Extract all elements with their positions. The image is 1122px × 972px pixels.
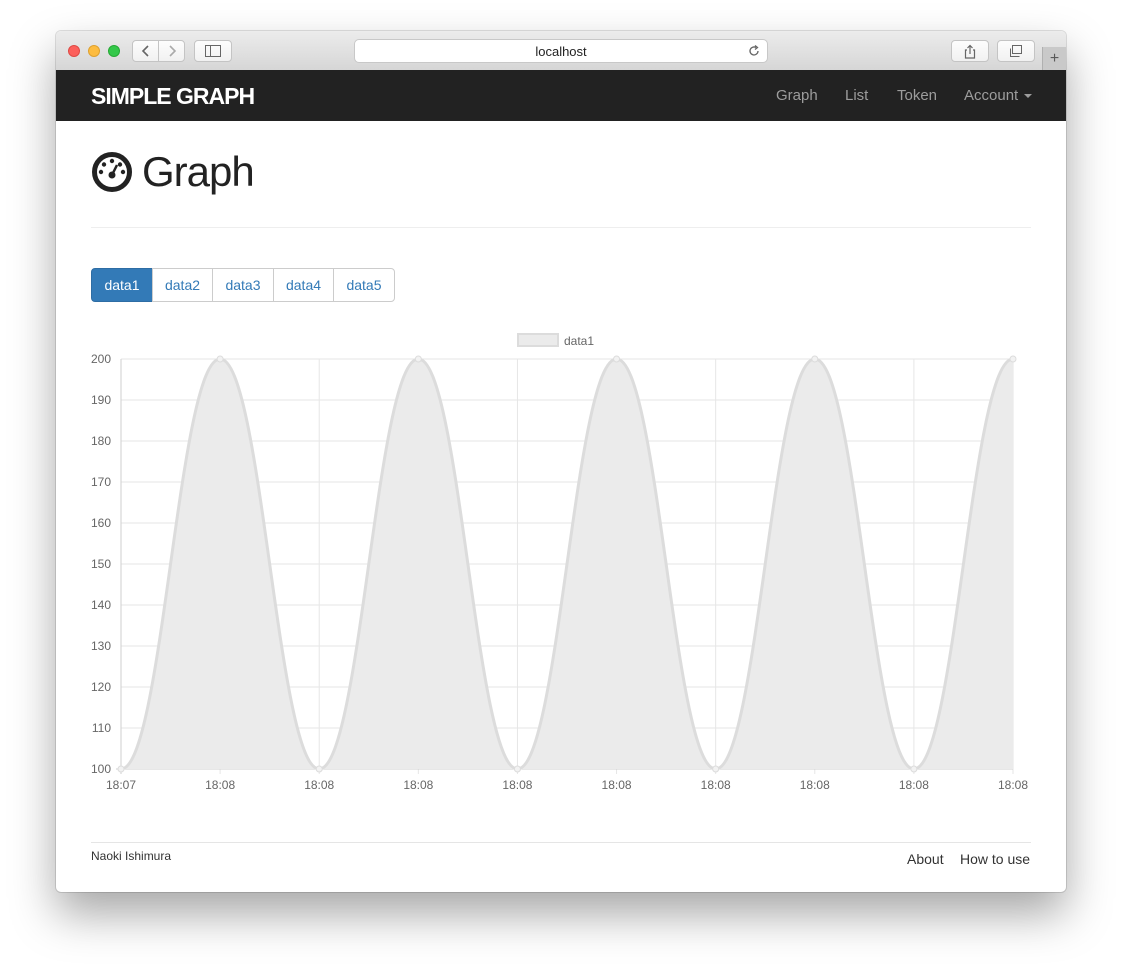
x-tick-label: 18:08 xyxy=(800,778,830,792)
legend-swatch xyxy=(517,333,559,347)
show-tabs-button[interactable] xyxy=(997,40,1035,62)
y-tick-label: 110 xyxy=(92,721,111,735)
plus-icon: + xyxy=(1049,49,1060,67)
legend-label: data1 xyxy=(564,334,594,348)
data-point xyxy=(513,765,521,773)
back-button[interactable] xyxy=(132,40,159,62)
footer-author: Naoki Ishimura xyxy=(91,849,172,863)
sidebar-toggle-button[interactable] xyxy=(194,40,232,62)
y-tick-label: 160 xyxy=(91,516,111,530)
y-tick-label: 190 xyxy=(91,393,111,407)
x-tick-label: 18:08 xyxy=(701,778,731,792)
close-window-button[interactable] xyxy=(68,45,80,57)
data-point xyxy=(613,355,621,363)
zoom-window-button[interactable] xyxy=(108,45,120,57)
y-tick-label: 170 xyxy=(91,475,111,489)
line-chart: 100 110 120 130 140 150 160 170 180 190 200 18:07 18… xyxy=(91,333,1028,792)
footer-divider xyxy=(91,842,1031,843)
data-point xyxy=(414,355,422,363)
x-tick-label: 18:08 xyxy=(502,778,532,792)
address-bar[interactable]: localhost xyxy=(354,39,768,63)
tab-data1[interactable]: data1 xyxy=(91,268,153,302)
tab-data3[interactable]: data3 xyxy=(212,268,274,302)
tabs-icon xyxy=(1010,44,1022,57)
tab-data5[interactable]: data5 xyxy=(333,268,395,302)
y-tick-label: 140 xyxy=(91,598,111,612)
url-text: localhost xyxy=(535,43,587,59)
caret-down-icon xyxy=(1024,94,1033,99)
new-tab-button[interactable]: + xyxy=(1042,47,1066,70)
minimize-window-button[interactable] xyxy=(88,45,100,57)
nav-item-account[interactable]: Account xyxy=(964,87,1033,104)
dashboard-gauge-icon xyxy=(92,152,132,192)
browser-window: localhost + SIMPLE GRAPH Graph List Toke… xyxy=(56,31,1066,892)
y-tick-label: 200 xyxy=(91,352,111,366)
y-tick-label: 150 xyxy=(91,557,111,571)
x-tick-label: 18:08 xyxy=(205,778,235,792)
x-tick-label: 18:08 xyxy=(403,778,433,792)
footer-link-about[interactable]: About xyxy=(907,851,944,867)
x-tick-label: 18:08 xyxy=(304,778,334,792)
x-tick-label: 18:08 xyxy=(998,778,1028,792)
nav-item-graph[interactable]: Graph xyxy=(776,87,818,104)
x-tick-label: 18:08 xyxy=(602,778,632,792)
tab-data2[interactable]: data2 xyxy=(152,268,213,302)
header-divider xyxy=(91,227,1031,228)
sidebar-icon xyxy=(205,45,221,57)
data-point xyxy=(910,765,918,773)
page-title: Graph xyxy=(142,148,255,195)
page-header: Graph xyxy=(91,148,255,196)
y-tick-label: 130 xyxy=(91,639,111,653)
data-point xyxy=(1009,355,1017,363)
y-tick-label: 180 xyxy=(91,434,111,448)
data-point xyxy=(712,765,720,773)
series-line-data1 xyxy=(120,357,1014,771)
browser-toolbar: localhost + xyxy=(56,31,1066,71)
reload-icon[interactable] xyxy=(747,44,761,58)
data-point xyxy=(811,355,819,363)
y-tick-label: 100 xyxy=(91,762,111,776)
data-point xyxy=(117,765,125,773)
nav-item-token[interactable]: Token xyxy=(897,87,938,104)
chevron-left-icon xyxy=(141,45,149,57)
y-tick-label: 120 xyxy=(91,680,111,694)
tab-data4[interactable]: data4 xyxy=(273,268,334,302)
dataset-tabs: data1 data2 data3 data4 data5 xyxy=(91,268,395,302)
nav-item-account-label: Account xyxy=(964,87,1019,104)
data-point xyxy=(216,355,224,363)
chevron-right-icon xyxy=(168,45,176,57)
x-tick-label: 18:07 xyxy=(106,778,136,792)
navbar: SIMPLE GRAPH Graph List Token Account xyxy=(56,70,1066,121)
nav-item-list[interactable]: List xyxy=(845,87,869,104)
x-tick-label: 18:08 xyxy=(899,778,929,792)
share-button[interactable] xyxy=(951,40,989,62)
forward-button[interactable] xyxy=(158,40,185,62)
share-icon xyxy=(964,44,976,59)
data-point xyxy=(315,765,323,773)
brand-link[interactable]: SIMPLE GRAPH xyxy=(91,83,255,109)
footer-link-how-to-use[interactable]: How to use xyxy=(960,851,1031,867)
